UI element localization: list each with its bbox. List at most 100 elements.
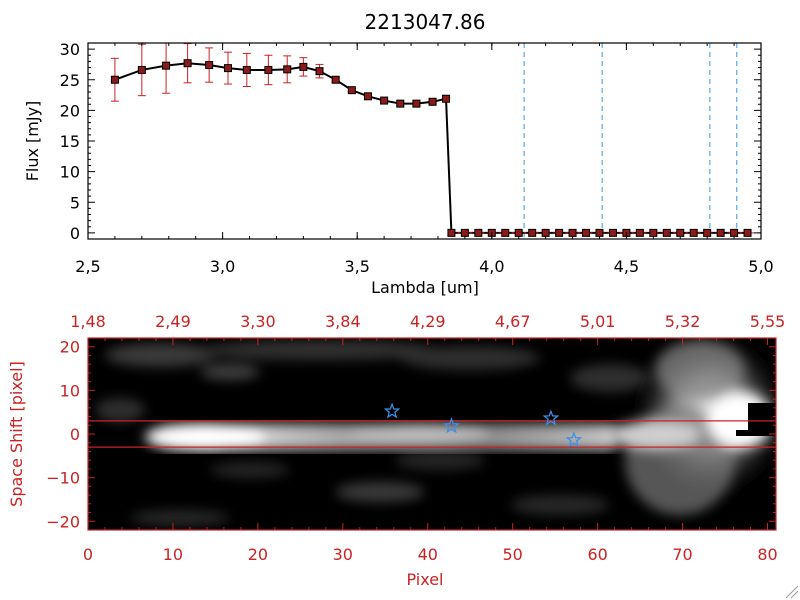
star-marker-icon: [383, 402, 401, 419]
wavelength-tick-label: 1,48: [70, 312, 106, 331]
shift-y-ticks: −20 −10 0 10 20: [46, 338, 776, 531]
data-point: [662, 228, 671, 237]
flux-x-label: Lambda [um]: [371, 278, 479, 297]
star-marker-icon: [565, 431, 583, 448]
data-point: [555, 228, 564, 237]
x-tick-label: 4,0: [479, 257, 504, 276]
data-point: [568, 228, 577, 237]
pixel-x-label: Pixel: [406, 570, 443, 589]
data-point: [716, 228, 725, 237]
data-point: [474, 228, 483, 237]
data-point: [363, 92, 372, 101]
data-point: [730, 228, 739, 237]
data-point: [110, 75, 119, 84]
line-position-stars: [383, 402, 583, 448]
x-tick-label: 3,5: [344, 257, 369, 276]
data-point: [331, 75, 340, 84]
pixel-tick-label: 50: [503, 545, 523, 564]
data-point: [299, 62, 308, 71]
wavelength-tick-label: 5,01: [580, 312, 616, 331]
shift-tick-label: −20: [46, 512, 80, 531]
flux-y-ticks: 0 5 10 15 20 25 30: [60, 40, 761, 243]
flux-plot: 2213047.86 2,5 3,0 3,5 4,0 4,5 5,0 0 5 10 15 20 25…: [23, 10, 774, 297]
x-tick-label: 3,0: [210, 257, 235, 276]
data-point: [442, 94, 451, 103]
data-point: [595, 228, 604, 237]
wavelength-tick-label: 4,29: [410, 312, 446, 331]
data-point: [689, 228, 698, 237]
y-tick-label: 30: [60, 40, 80, 59]
data-point: [315, 67, 324, 76]
wavelength-tick-label: 4,67: [495, 312, 531, 331]
pixel-tick-label: 10: [163, 545, 183, 564]
shift-tick-label: 0: [70, 425, 80, 444]
y-tick-label: 15: [60, 132, 80, 151]
y-tick-label: 0: [70, 224, 80, 243]
flux-y-label: Flux [mJy]: [23, 101, 42, 182]
pixel-tick-label: 40: [418, 545, 438, 564]
data-point: [396, 99, 405, 108]
pixel-tick-label: 80: [757, 545, 777, 564]
data-point: [703, 228, 712, 237]
shift-tick-label: 10: [60, 381, 80, 400]
flux-series-line: [114, 62, 748, 234]
flux-plot-title: 2213047.86: [365, 10, 486, 34]
data-point: [283, 65, 292, 74]
wavelength-top-ticks: 1,48 2,49 3,30 3,84 4,29 4,67 5,01 5,32 5,55: [70, 312, 785, 345]
shift-y-label: Space Shift [pixel]: [7, 361, 26, 507]
resize-grip-icon[interactable]: [785, 585, 799, 599]
horizontal-red-lines: [88, 420, 776, 448]
pixel-tick-label: 0: [83, 545, 93, 564]
shift-tick-label: 20: [60, 338, 80, 357]
data-point: [223, 64, 232, 73]
pixel-tick-label: 20: [248, 545, 268, 564]
x-tick-label: 4,5: [614, 257, 639, 276]
flux-markers: [110, 59, 752, 237]
data-point: [608, 228, 617, 237]
data-point: [380, 96, 389, 105]
wavelength-tick-label: 3,84: [325, 312, 361, 331]
data-point: [428, 97, 437, 106]
spectrum-image-plot: 0 10 20 30 40 50 60 70 80 1,48 2,49 3,30 3,84 4,29 4,…: [7, 312, 785, 589]
data-point: [162, 61, 171, 70]
pixel-x-ticks: 0 10 20 30 40 50 60 70 80: [83, 523, 778, 564]
data-point: [264, 65, 273, 74]
pixel-tick-label: 60: [587, 545, 607, 564]
data-point: [137, 65, 146, 74]
y-tick-label: 10: [60, 163, 80, 182]
data-point: [205, 61, 214, 70]
wavelength-tick-label: 5,55: [750, 312, 786, 331]
y-tick-label: 25: [60, 71, 80, 90]
data-point: [676, 228, 685, 237]
error-bars: [110, 42, 451, 106]
data-point: [514, 228, 523, 237]
y-tick-label: 20: [60, 101, 80, 120]
x-tick-label: 2,5: [75, 257, 100, 276]
data-point: [649, 228, 658, 237]
flux-x-ticks: 2,5 3,0 3,5 4,0 4,5 5,0: [75, 43, 774, 276]
data-point: [743, 228, 752, 237]
data-point: [501, 228, 510, 237]
data-point: [635, 228, 644, 237]
pixel-tick-label: 30: [333, 545, 353, 564]
star-marker-icon: [443, 417, 460, 434]
data-point: [447, 228, 456, 237]
data-point: [582, 228, 591, 237]
wavelength-tick-label: 2,49: [155, 312, 191, 331]
x-tick-label: 5,0: [748, 257, 773, 276]
data-point: [541, 228, 550, 237]
data-point: [242, 65, 251, 74]
data-point: [528, 228, 537, 237]
data-point: [183, 59, 192, 68]
flux-plot-frame: [87, 42, 762, 240]
data-point: [412, 99, 421, 108]
wavelength-tick-label: 5,32: [665, 312, 701, 331]
wavelength-tick-label: 3,30: [240, 312, 276, 331]
shift-tick-label: −10: [46, 469, 80, 488]
data-point: [460, 228, 469, 237]
star-marker-icon: [542, 409, 560, 426]
dashed-lines: [523, 43, 738, 239]
data-point: [347, 86, 356, 95]
heatmap-image: [88, 338, 776, 530]
